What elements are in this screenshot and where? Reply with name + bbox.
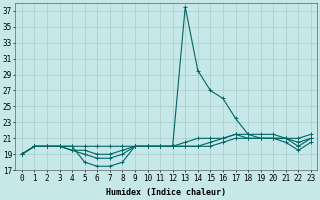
X-axis label: Humidex (Indice chaleur): Humidex (Indice chaleur) [106,188,226,197]
